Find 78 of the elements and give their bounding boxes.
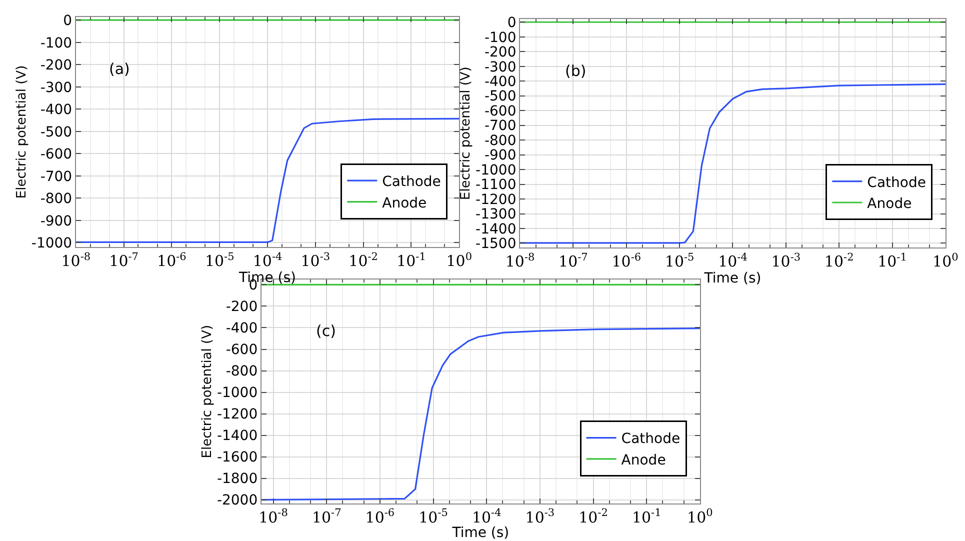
y-tick-label: -100	[40, 35, 72, 52]
x-tick-label: 10$^{-6}$	[365, 507, 395, 527]
y-tick-label: -1600	[216, 450, 258, 466]
y-tick-label: -400	[40, 102, 72, 118]
x-tick-label: 10$^{-5}$	[204, 250, 234, 270]
y-tick-label: -1000	[476, 162, 516, 178]
y-tick-label: -600	[226, 342, 258, 358]
y-tick-label: -1200	[476, 192, 516, 208]
y-axis-title: Electric potential (V)	[200, 324, 215, 458]
y-tick-label: -800	[226, 364, 258, 380]
y-tick-label: -900	[484, 148, 516, 164]
y-tick-label: -700	[484, 118, 516, 134]
x-tick-label: 10$^{-3}$	[300, 250, 330, 270]
x-tick-label: 10$^{-2}$	[578, 507, 608, 527]
x-tick-label: 10$^{-1}$	[878, 251, 907, 271]
x-axis-title: Time (s)	[703, 270, 762, 287]
y-tick-label: -1400	[476, 221, 516, 238]
y-tick-label: -900	[40, 213, 72, 230]
y-tick-label: -400	[226, 320, 258, 337]
x-tick-label: 10$^{-8}$	[61, 250, 91, 270]
y-tick-label: -600	[484, 103, 516, 120]
x-tick-label: 10$^{0}$	[446, 250, 472, 270]
annotation: (a)	[109, 60, 130, 78]
y-tick-label: -200	[40, 58, 72, 74]
x-tick-label: 10$^{-1}$	[396, 250, 426, 270]
y-tick-label: -1100	[476, 177, 516, 194]
legend-label: Cathode	[867, 174, 926, 191]
y-tick-label: -500	[484, 88, 516, 105]
x-tick-label: 10$^{-2}$	[348, 250, 378, 270]
y-tick-label: -1200	[216, 406, 258, 423]
y-tick-label: -1000	[216, 385, 258, 402]
y-tick-label: -800	[40, 191, 72, 208]
y-tick-label: -1800	[216, 471, 258, 488]
x-tick-label: 10$^{-7}$	[312, 507, 342, 527]
x-tick-label: 10$^{-3}$	[525, 507, 555, 527]
legend-label: Anode	[382, 195, 427, 212]
y-tick-label: -1300	[476, 206, 516, 223]
legend-label: Anode	[621, 452, 666, 468]
x-tick-label: 10$^{-6}$	[612, 251, 642, 271]
y-tick-label: -1500	[476, 236, 516, 252]
y-tick-label: -300	[40, 80, 72, 96]
legend-label: Anode	[867, 196, 912, 212]
y-axis-title: Electric potential (V)	[14, 65, 30, 199]
y-tick-label: -1000	[31, 236, 72, 252]
x-tick-label: 10$^{-7}$	[109, 250, 138, 270]
x-tick-label: 10$^{-4}$	[472, 507, 502, 527]
x-tick-label: 10$^{-4}$	[252, 250, 283, 270]
legend-label: Cathode	[382, 174, 441, 190]
y-tick-label: 0	[507, 15, 516, 32]
y-tick-label: -200	[226, 299, 258, 316]
x-tick-label: 10$^{-3}$	[771, 251, 801, 271]
y-tick-label: -2000	[216, 492, 258, 509]
x-tick-label: 10$^{-4}$	[718, 251, 748, 271]
y-tick-label: -500	[40, 124, 72, 140]
annotation: (c)	[316, 322, 336, 340]
y-tick-label: -700	[40, 168, 72, 185]
y-tick-label: -100	[484, 30, 516, 46]
x-tick-label: 10$^{-5}$	[664, 251, 694, 271]
y-tick-label: -600	[40, 146, 72, 163]
y-tick-label: -800	[484, 132, 516, 149]
y-tick-label: -400	[484, 74, 516, 90]
y-tick-label: 0	[63, 13, 72, 30]
x-tick-label: 10$^{0}$	[932, 251, 958, 271]
y-axis-title: Electric potential (V)	[458, 66, 474, 200]
x-tick-label: 10$^{-8}$	[505, 251, 535, 271]
annotation: (b)	[565, 62, 586, 80]
y-tick-label: -1400	[216, 428, 258, 444]
x-axis-title: Time (s)	[451, 525, 510, 541]
x-tick-label: 10$^{-5}$	[418, 507, 448, 527]
x-tick-label: 10$^{-1}$	[632, 507, 662, 527]
x-tick-label: 10$^{0}$	[687, 507, 713, 527]
x-tick-label: 10$^{-7}$	[558, 251, 588, 271]
legend-label: Cathode	[621, 431, 680, 448]
y-tick-label: -300	[484, 59, 516, 76]
x-tick-label: 10$^{-8}$	[258, 507, 288, 527]
x-tick-label: 10$^{-2}$	[824, 251, 854, 271]
x-tick-label: 10$^{-6}$	[157, 250, 187, 270]
y-tick-label: -200	[484, 44, 516, 61]
